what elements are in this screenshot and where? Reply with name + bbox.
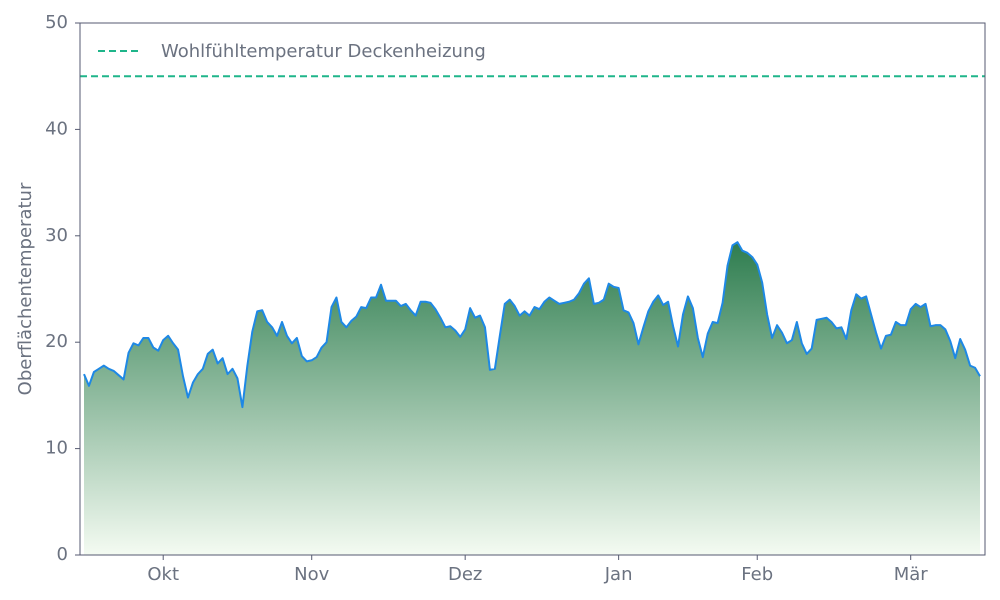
- y-tick-label: 20: [45, 331, 68, 352]
- x-tick-label: Okt: [147, 564, 179, 585]
- y-tick-label: 30: [45, 225, 68, 246]
- y-tick-label: 50: [45, 12, 68, 33]
- x-tick-label: Feb: [741, 564, 773, 585]
- y-axis-label: Oberflächentemperatur: [15, 182, 36, 395]
- x-tick-label: Nov: [294, 564, 329, 585]
- y-tick-label: 0: [57, 544, 68, 565]
- plot-frame: [79, 22, 986, 556]
- y-tick-label: 40: [45, 118, 68, 139]
- y-tick-label: 10: [45, 438, 68, 459]
- line: [83, 241, 981, 409]
- x-tick-label: Jan: [604, 564, 633, 585]
- x-tick-label: Mär: [894, 564, 929, 585]
- legend-label: Wohlfühltemperatur Deckenheizung: [161, 41, 486, 62]
- area: [84, 242, 980, 555]
- x-tick-label: Dez: [448, 564, 482, 585]
